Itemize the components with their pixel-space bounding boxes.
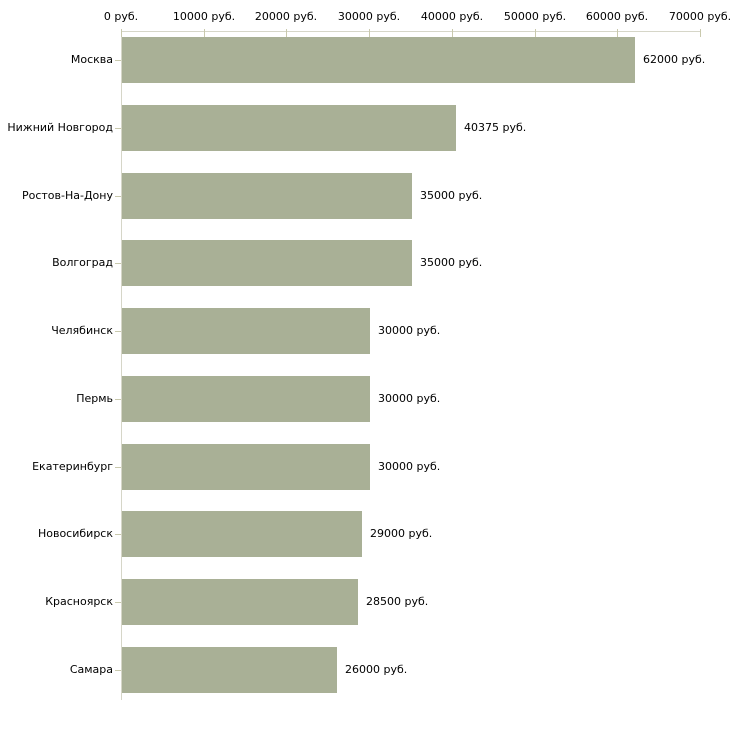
category-label: Нижний Новгород <box>7 121 113 134</box>
category-label: Новосибирск <box>37 527 113 540</box>
bar <box>122 579 358 625</box>
y-axis-tick <box>115 467 121 468</box>
y-axis-tick <box>115 196 121 197</box>
bar <box>122 308 370 354</box>
bar <box>122 647 337 693</box>
value-label: 29000 руб. <box>370 527 433 540</box>
category-label: Самара <box>69 663 113 676</box>
x-axis-tick <box>204 29 205 37</box>
bar <box>122 511 362 557</box>
bar <box>122 37 635 83</box>
y-axis-tick <box>115 399 121 400</box>
value-label: 35000 руб. <box>420 256 483 269</box>
value-label: 30000 руб. <box>378 392 441 405</box>
x-axis-tick <box>286 29 287 37</box>
value-label: 26000 руб. <box>345 663 408 676</box>
bar <box>122 105 456 151</box>
value-label: 62000 руб. <box>643 53 706 66</box>
bar <box>122 240 412 286</box>
y-axis-tick <box>115 60 121 61</box>
bar <box>122 444 370 490</box>
x-axis-tick <box>535 29 536 37</box>
x-axis-tick-label: 70000 руб. <box>668 10 730 23</box>
x-axis-tick-label: 0 руб. <box>103 10 139 23</box>
x-axis-tick-label: 30000 руб. <box>337 10 401 23</box>
y-axis-tick <box>115 331 121 332</box>
category-label: Красноярск <box>45 595 113 608</box>
category-label: Ростов-На-Дону <box>21 189 113 202</box>
y-axis-line <box>121 31 122 700</box>
value-label: 30000 руб. <box>378 460 441 473</box>
category-label: Волгоград <box>52 256 113 269</box>
x-axis-tick <box>452 29 453 37</box>
bar <box>122 173 412 219</box>
category-label: Екатеринбург <box>32 460 113 473</box>
value-label: 28500 руб. <box>366 595 429 608</box>
x-axis-tick-label: 50000 руб. <box>503 10 567 23</box>
x-axis-tick-label: 10000 руб. <box>172 10 236 23</box>
y-axis-tick <box>115 670 121 671</box>
value-label: 40375 руб. <box>464 121 527 134</box>
category-label: Челябинск <box>51 324 113 337</box>
y-axis-tick <box>115 534 121 535</box>
y-axis-tick <box>115 128 121 129</box>
y-axis-tick <box>115 602 121 603</box>
category-label: Москва <box>70 53 113 66</box>
y-axis-tick <box>115 263 121 264</box>
x-axis-tick-label: 60000 руб. <box>585 10 649 23</box>
x-axis-tick <box>617 29 618 37</box>
x-axis-tick <box>121 29 122 37</box>
value-label: 35000 руб. <box>420 189 483 202</box>
x-axis-line <box>121 31 701 32</box>
x-axis-tick-label: 20000 руб. <box>254 10 318 23</box>
x-axis-tick <box>369 29 370 37</box>
bar <box>122 376 370 422</box>
value-label: 30000 руб. <box>378 324 441 337</box>
x-axis-tick-label: 40000 руб. <box>420 10 484 23</box>
category-label: Пермь <box>76 392 113 405</box>
x-axis-tick <box>700 29 701 37</box>
